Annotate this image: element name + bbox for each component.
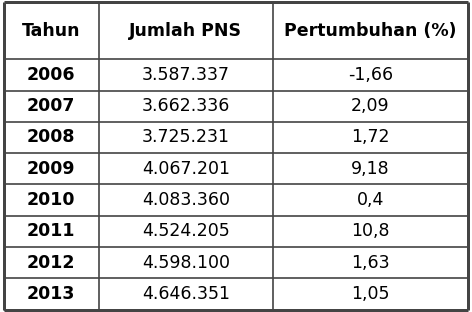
Text: 2007: 2007 bbox=[27, 97, 76, 115]
Text: Tahun: Tahun bbox=[22, 22, 81, 40]
Text: 2008: 2008 bbox=[27, 129, 76, 146]
Text: 4.067.201: 4.067.201 bbox=[142, 160, 230, 178]
Text: 3.662.336: 3.662.336 bbox=[142, 97, 230, 115]
Text: 9,18: 9,18 bbox=[351, 160, 390, 178]
Text: 4.083.360: 4.083.360 bbox=[142, 191, 230, 209]
Text: 1,72: 1,72 bbox=[351, 129, 390, 146]
Text: 1,63: 1,63 bbox=[351, 254, 390, 271]
Text: 3.587.337: 3.587.337 bbox=[142, 66, 230, 84]
Text: 4.646.351: 4.646.351 bbox=[142, 285, 230, 303]
Text: 10,8: 10,8 bbox=[351, 222, 390, 240]
Text: Pertumbuhan (%): Pertumbuhan (%) bbox=[284, 22, 457, 40]
Text: 2011: 2011 bbox=[27, 222, 76, 240]
Text: 3.725.231: 3.725.231 bbox=[142, 129, 230, 146]
Text: 4.598.100: 4.598.100 bbox=[142, 254, 230, 271]
Text: Jumlah PNS: Jumlah PNS bbox=[129, 22, 242, 40]
Text: 2010: 2010 bbox=[27, 191, 76, 209]
Text: 2013: 2013 bbox=[27, 285, 76, 303]
Text: 4.524.205: 4.524.205 bbox=[142, 222, 229, 240]
Text: 1,05: 1,05 bbox=[351, 285, 390, 303]
Text: 2009: 2009 bbox=[27, 160, 76, 178]
Text: 2012: 2012 bbox=[27, 254, 76, 271]
Text: 2,09: 2,09 bbox=[351, 97, 390, 115]
Text: -1,66: -1,66 bbox=[348, 66, 393, 84]
Text: 2006: 2006 bbox=[27, 66, 76, 84]
Text: 0,4: 0,4 bbox=[357, 191, 384, 209]
